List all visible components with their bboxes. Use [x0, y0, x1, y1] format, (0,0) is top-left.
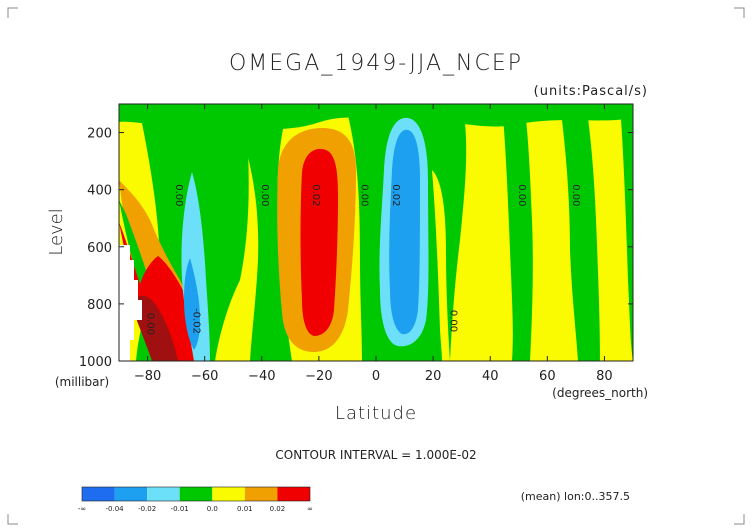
y-axis-label: Level [46, 208, 67, 256]
region-green-north-1 [502, 104, 533, 361]
region-blue-equator [389, 129, 420, 335]
x-tick-label: 80 [596, 369, 613, 384]
x-tick-label: −80 [134, 369, 161, 384]
colorbar-label: 0.02 [270, 505, 286, 513]
chart-title: OMEGA_1949-JJA_NCEP [229, 51, 523, 76]
contour-label: 0.00 [259, 184, 270, 206]
region-green-north-3 [620, 104, 633, 361]
y-tick-label: 200 [87, 127, 112, 142]
region-blue-south [184, 258, 200, 350]
y-tick-label: 1000 [79, 355, 112, 370]
x-ticks: −80 −60 −40 −20 0 20 40 60 80 [134, 104, 613, 384]
colorbar-swatch [244, 487, 278, 501]
colorbar-label: ∞ [307, 505, 313, 513]
contour-label: 0.00 [516, 184, 527, 206]
contour-label: 0.00 [173, 184, 184, 206]
y-tick-label: 400 [87, 184, 112, 199]
x-tick-label: −60 [191, 369, 218, 384]
x-tick-label: −40 [248, 369, 275, 384]
colorbar-label: 0.0 [207, 505, 218, 513]
region-red-far-south [119, 222, 200, 361]
colorbar-frame [81, 486, 311, 502]
plot-area: 0.00 0.00 0.02 0.00 0.02 0.00 0.00 -0.02 0.00 0.0… [79, 103, 634, 384]
colorbar-label: 0.01 [237, 505, 253, 513]
contour-labels: 0.00 0.00 0.02 0.00 0.02 0.00 0.00 -0.02 0.00 0.0… [145, 184, 581, 335]
colorbar-label: -0.04 [106, 505, 125, 513]
contour-label: 0.00 [447, 310, 458, 332]
colorbar-label: -∞ [78, 505, 86, 513]
x-axis-units: (degrees_north) [552, 386, 648, 400]
colorbar-swatch [179, 487, 213, 501]
x-axis-label: Latitude [335, 403, 417, 424]
y-tick-label: 800 [87, 298, 112, 313]
mean-note: (mean) lon:0..357.5 [521, 490, 630, 503]
x-tick-label: 20 [425, 369, 442, 384]
contour-interval-note: CONTOUR INTERVAL = 1.000E-02 [275, 448, 476, 462]
colorbar: -∞ -0.04 -0.02 -0.01 0.0 0.01 0.02 ∞ [78, 486, 313, 513]
region-white-missing [119, 245, 142, 361]
contour-label: 0.02 [390, 184, 401, 206]
region-red-south-cell [300, 148, 338, 336]
colorbar-swatch [114, 487, 148, 501]
x-tick-label: 40 [482, 369, 499, 384]
colorbar-label: -0.02 [138, 505, 156, 513]
crop-marks [7, 7, 745, 525]
x-tick-label: 0 [372, 369, 380, 384]
y-tick-label: 600 [87, 241, 112, 256]
colorbar-swatch [212, 487, 245, 501]
contour-label: 0.00 [359, 184, 370, 206]
colorbar-label: -0.01 [171, 505, 189, 513]
contour-label: 0.00 [145, 313, 156, 335]
x-tick-label: 60 [539, 369, 556, 384]
region-yellow-equator-strip [432, 170, 450, 361]
colorbar-swatch [277, 487, 310, 501]
contour-label: -0.02 [190, 308, 201, 334]
x-tick-label: −20 [305, 369, 332, 384]
y-ticks: 200 400 600 800 1000 [79, 127, 633, 370]
y-axis-units: (millibar) [55, 375, 109, 389]
colorbar-swatch [82, 487, 115, 501]
contour-fill [119, 104, 633, 361]
contour-label: 0.02 [310, 184, 321, 206]
region-green-mid-south [230, 104, 292, 361]
units-label: (units:Pascal/s) [534, 84, 648, 99]
region-green-north-2 [560, 104, 600, 361]
colorbar-swatch [147, 487, 180, 501]
contour-label: 0.00 [570, 184, 581, 206]
